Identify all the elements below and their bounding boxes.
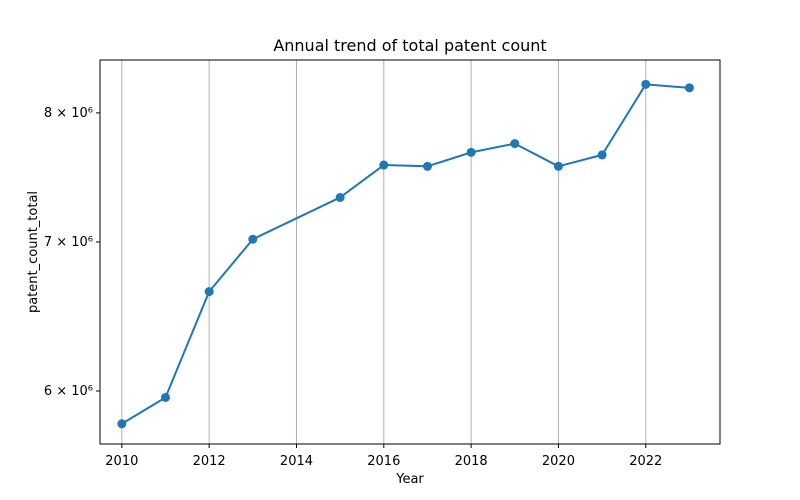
data-point	[248, 235, 257, 244]
x-axis-label: Year	[395, 472, 424, 487]
chart-title: Annual trend of total patent count	[273, 36, 546, 55]
data-point	[510, 139, 519, 148]
data-point	[336, 193, 345, 202]
x-tick-label: 2022	[629, 454, 662, 469]
data-point	[554, 162, 563, 171]
data-point	[379, 161, 388, 170]
x-tick-label: 2010	[105, 454, 138, 469]
data-point	[598, 150, 607, 159]
data-point	[467, 148, 476, 157]
data-point	[161, 393, 170, 402]
data-point	[641, 80, 650, 89]
series-line	[122, 84, 690, 423]
grid-layer	[122, 60, 646, 444]
x-tick-label: 2016	[367, 454, 400, 469]
x-tick-label: 2018	[455, 454, 488, 469]
data-point	[117, 419, 126, 428]
series-layer	[117, 80, 694, 428]
data-point	[423, 162, 432, 171]
y-tick-label: 8 × 10⁶	[44, 106, 93, 121]
data-point	[205, 287, 214, 296]
y-tick-label: 7 × 10⁶	[44, 235, 93, 250]
x-tick-label: 2020	[542, 454, 575, 469]
y-tick-label: 6 × 10⁶	[44, 384, 93, 399]
y-axis-label: patent_count_total	[26, 191, 41, 313]
x-tick-label: 2012	[193, 454, 226, 469]
plot-frame	[100, 60, 720, 444]
data-point	[685, 83, 694, 92]
x-tick-label: 2014	[280, 454, 313, 469]
